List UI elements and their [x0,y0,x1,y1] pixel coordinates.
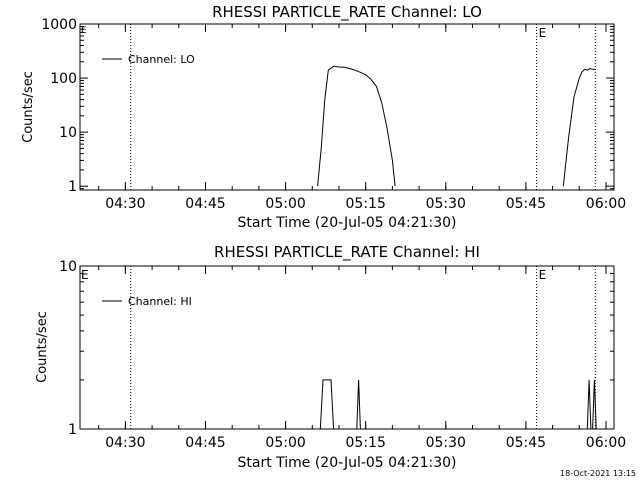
x-tick-label: 06:00 [586,435,626,451]
y-tick-label: 1 [68,422,77,438]
x-tick-label: 05:00 [265,196,305,212]
x-tick-label: 05:30 [426,435,466,451]
x-tick-label: 05:45 [506,435,546,451]
plot-frame [79,265,615,430]
time-marker-label: E [81,268,89,282]
series-line [562,67,596,187]
x-tick-label: 04:45 [185,435,225,451]
footer-timestamp: 18-Oct-2021 13:15 [560,469,636,478]
x-tick-label: 04:30 [105,196,145,212]
x-axis-label: Start Time (20-Jul-05 04:21:30) [237,215,456,231]
edge-marker-label: E [81,26,87,36]
y-tick-label: 100 [50,71,77,87]
chart-title: RHESSI PARTICLE_RATE Channel: HI [214,243,480,262]
x-tick-label: 05:30 [426,196,466,212]
series-line [319,379,335,430]
x-tick-label: 04:45 [185,196,225,212]
series-line [317,65,396,187]
legend-label: Channel: HI [128,295,192,308]
y-tick-label: 10 [59,125,77,141]
x-tick-label: 04:30 [105,435,145,451]
time-marker-label: E [539,268,547,282]
x-tick-label: 05:15 [346,435,386,451]
series-line [592,379,597,430]
y-axis-label: Counts/sec [21,71,36,143]
y-tick-label: 10 [59,259,77,275]
plot-frame [79,23,615,191]
x-tick-label: 06:00 [586,196,626,212]
legend-label: Channel: LO [128,53,195,66]
x-tick-label: 05:00 [265,435,305,451]
x-tick-label: 05:15 [346,196,386,212]
chart-panel-lo: RHESSI PARTICLE_RATE Channel: LO Start T… [21,3,626,231]
x-axis-label: Start Time (20-Jul-05 04:21:30) [237,455,456,471]
y-axis-label: Counts/sec [35,311,50,383]
y-tick-label: 1000 [41,17,77,33]
chart-panel-hi: RHESSI PARTICLE_RATE Channel: HI Start T… [35,243,626,471]
chart-title: RHESSI PARTICLE_RATE Channel: LO [212,3,482,22]
x-tick-label: 05:45 [506,196,546,212]
y-tick-label: 1 [68,179,77,195]
time-marker-label: E [539,26,547,40]
plot-area: 04:30 04:45 05:00 05:15 05:30 05:45 06:00 1 10 10… [41,17,626,212]
series-line [586,379,592,430]
plot-area: 04:30 04:45 05:00 05:15 05:30 05:45 06:00 1 10 E E… [59,259,626,451]
series-line [356,379,361,430]
